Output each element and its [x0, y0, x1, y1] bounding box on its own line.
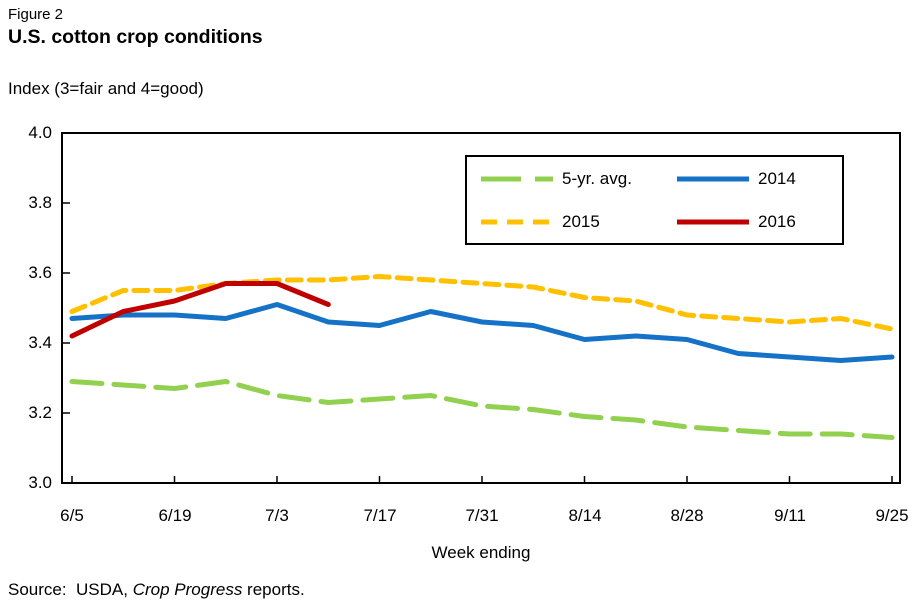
legend-item-2016: 2016	[677, 200, 842, 243]
x-tick-label: 7/17	[363, 506, 397, 525]
x-axis-title: Week ending	[431, 543, 531, 562]
x-tick-label: 9/11	[774, 506, 806, 525]
y-tick-label: 3.2	[28, 403, 52, 422]
plot-border	[61, 132, 901, 484]
chart-title: U.S. cotton crop conditions	[8, 26, 263, 48]
y-tick-label: 3.0	[28, 473, 52, 492]
legend-swatch-2014-icon	[677, 176, 749, 181]
legend-label: 5-yr. avg.	[562, 168, 632, 188]
y-axis-unit-label: Index (3=fair and 4=good)	[8, 79, 204, 98]
plot-area	[61, 132, 901, 484]
x-tick-label: 8/14	[568, 506, 602, 525]
legend-label: 2014	[758, 168, 796, 188]
series-line-2015	[69, 274, 895, 332]
source-prefix: Source: USDA,	[8, 580, 133, 599]
legend-swatch-5yr-avg-icon	[481, 176, 553, 181]
figure-number-label: Figure 2	[8, 6, 64, 23]
y-tick-label: 3.6	[28, 263, 52, 282]
y-tick-label: 3.4	[28, 333, 52, 352]
legend-item-2014: 2014	[677, 157, 842, 200]
x-tick-label: 9/25	[875, 506, 909, 525]
chart-legend: 5-yr. avg. 2014 2015 2016	[465, 155, 844, 245]
series-line-5-yr-avg-	[69, 379, 895, 440]
x-tick-label: 7/3	[265, 506, 289, 525]
y-tick-label: 3.8	[28, 193, 52, 212]
x-tick-label: 6/19	[158, 506, 192, 525]
source-report-name: Crop Progress	[132, 580, 243, 599]
x-tick-label: 7/31	[465, 506, 499, 525]
legend-item-5yr-avg: 5-yr. avg.	[481, 157, 677, 200]
series-line-2016	[69, 281, 331, 339]
legend-swatch-2015-icon	[481, 219, 553, 224]
legend-label: 2016	[758, 211, 796, 231]
series-line-2014	[69, 302, 895, 363]
x-tick-label: 8/28	[670, 506, 704, 525]
legend-item-2015: 2015	[481, 200, 677, 243]
source-suffix: reports.	[242, 580, 305, 599]
legend-swatch-2016-icon	[677, 219, 749, 224]
legend-label: 2015	[562, 211, 600, 231]
source-note: Source: USDA, Crop Progress reports.	[8, 580, 305, 600]
y-tick-label: 4.0	[28, 123, 52, 142]
x-tick-label: 6/5	[60, 506, 84, 525]
